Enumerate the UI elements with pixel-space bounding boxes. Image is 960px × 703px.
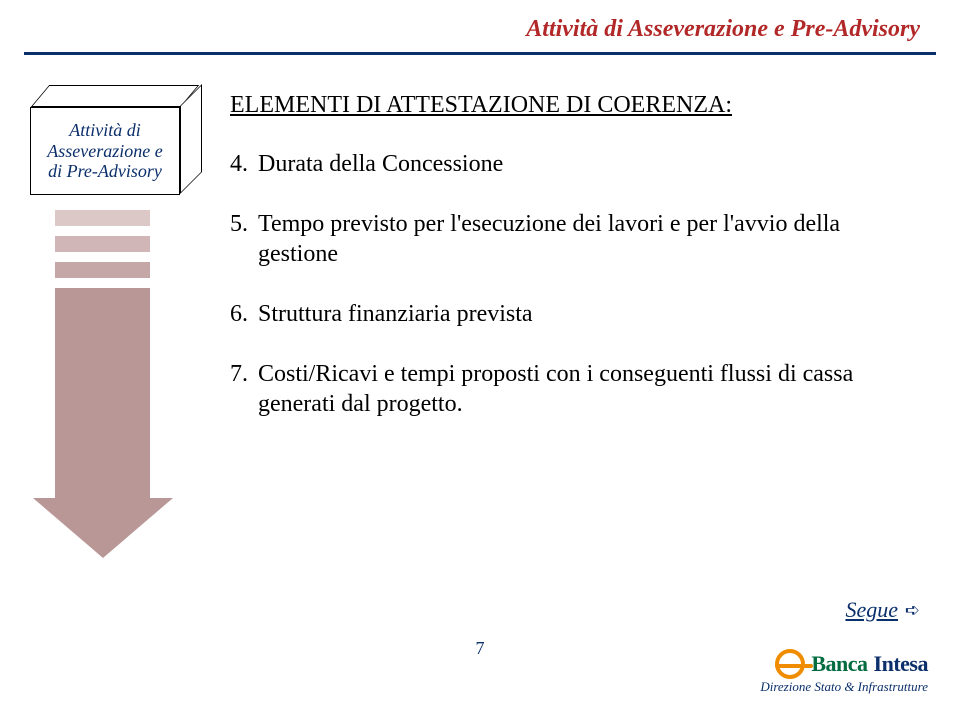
page-header-title: Attività di Asseverazione e Pre-Advisory: [526, 16, 920, 43]
segue-label: Segue: [845, 597, 898, 623]
list-item-number: 5.: [230, 209, 258, 269]
list-item: 7.Costi/Ricavi e tempi proposti con i co…: [230, 359, 912, 419]
cube-top-face: [31, 85, 199, 107]
list-item-text: Costi/Ricavi e tempi proposti con i cons…: [258, 359, 912, 419]
content-items: 4.Durata della Concessione5.Tempo previs…: [230, 149, 912, 419]
list-item: 5.Tempo previsto per l'esecuzione dei la…: [230, 209, 912, 269]
cube-front-face: Attività di Asseverazione e di Pre-Advis…: [30, 107, 180, 195]
page-number: 7: [476, 638, 485, 659]
segue-arrow-icon: ➪: [905, 600, 920, 621]
activity-cube: Attività di Asseverazione e di Pre-Advis…: [30, 85, 210, 195]
arrow-bar-3: [55, 262, 150, 278]
list-item-text: Durata della Concessione: [258, 149, 912, 179]
main-content: ELEMENTI DI ATTESTAZIONE DI COERENZA: 4.…: [230, 92, 912, 449]
list-item: 6.Struttura finanziaria prevista: [230, 299, 912, 329]
list-item-number: 7.: [230, 359, 258, 419]
header-rule: [24, 52, 936, 55]
logo-text-intesa: Intesa: [874, 651, 928, 677]
footer-subtitle: Direzione Stato & Infrastrutture: [760, 679, 928, 695]
cube-line-3: di Pre-Advisory: [48, 161, 162, 182]
arrow-shaft: [55, 288, 150, 498]
logo-text-banca: Banca: [811, 651, 867, 677]
arrow-head: [33, 498, 173, 558]
cube-line-2: Asseverazione e: [47, 141, 162, 162]
cube-line-1: Attività di: [69, 120, 141, 141]
arrow-bar-2: [55, 236, 150, 252]
list-item-number: 4.: [230, 149, 258, 179]
down-arrow: [55, 210, 150, 558]
list-item: 4.Durata della Concessione: [230, 149, 912, 179]
list-item-text: Struttura finanziaria prevista: [258, 299, 912, 329]
arrow-bar-1: [55, 210, 150, 226]
logo-ring-icon: [775, 649, 805, 679]
footer-logo: Banca Intesa: [775, 649, 928, 679]
content-heading: ELEMENTI DI ATTESTAZIONE DI COERENZA:: [230, 92, 912, 119]
list-item-text: Tempo previsto per l'esecuzione dei lavo…: [258, 209, 912, 269]
list-item-number: 6.: [230, 299, 258, 329]
